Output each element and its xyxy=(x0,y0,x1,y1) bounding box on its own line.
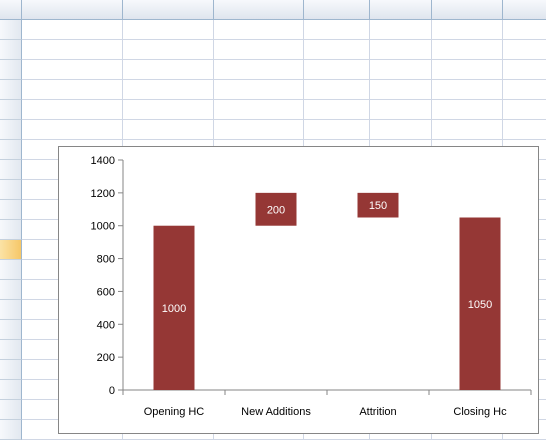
waterfall-chart[interactable]: 0 200 400 600 800 1000 1200 1400 Opening HC New A… xyxy=(58,146,539,434)
cell-a4[interactable] xyxy=(22,80,123,100)
bar-closing-hc xyxy=(459,217,501,390)
cell-b5[interactable] xyxy=(123,100,214,120)
column-header-c[interactable] xyxy=(214,0,304,20)
y-tick-label: 400 xyxy=(97,319,115,331)
cell-a5[interactable] xyxy=(22,100,123,120)
x-tick-label: Attrition xyxy=(359,406,396,418)
row-header-14[interactable] xyxy=(0,280,22,300)
cell-b4[interactable] xyxy=(123,80,214,100)
y-tick-label: 600 xyxy=(97,286,115,298)
cell-c5[interactable] xyxy=(214,100,304,120)
data-label: 1050 xyxy=(468,299,492,311)
cell-g1[interactable] xyxy=(503,20,546,40)
cell-a1[interactable] xyxy=(22,20,123,40)
data-label: 200 xyxy=(267,204,285,216)
row-header-7[interactable] xyxy=(0,140,22,160)
select-all-corner[interactable] xyxy=(0,0,22,20)
row-header-12[interactable] xyxy=(0,240,22,260)
row-header-6[interactable] xyxy=(0,120,22,140)
cell-e3[interactable] xyxy=(370,60,432,80)
column-header-g[interactable] xyxy=(503,0,546,20)
cell-c4[interactable] xyxy=(214,80,304,100)
cell-d2[interactable] xyxy=(304,40,370,60)
y-tick-label: 1000 xyxy=(91,221,115,233)
row-header-16[interactable] xyxy=(0,320,22,340)
cell-d6[interactable] xyxy=(304,120,370,140)
cell-g3[interactable] xyxy=(503,60,546,80)
cell-c1[interactable] xyxy=(214,20,304,40)
x-tick-label: Opening HC xyxy=(144,406,205,418)
column-header-b[interactable] xyxy=(123,0,214,20)
cell-d5[interactable] xyxy=(304,100,370,120)
cell-b3[interactable] xyxy=(123,60,214,80)
y-tick-label: 1400 xyxy=(91,155,115,167)
cell-b1[interactable] xyxy=(123,20,214,40)
cell-d3[interactable] xyxy=(304,60,370,80)
cell-g6[interactable] xyxy=(503,120,546,140)
cell-f5[interactable] xyxy=(432,100,503,120)
row-header-17[interactable] xyxy=(0,340,22,360)
cell-g2[interactable] xyxy=(503,40,546,60)
row-header-9[interactable] xyxy=(0,180,22,200)
column-header-f[interactable] xyxy=(432,0,503,20)
bar-opening-hc xyxy=(153,225,195,390)
row-header-2[interactable] xyxy=(0,40,22,60)
cell-d1[interactable] xyxy=(304,20,370,40)
chart-canvas: 0 200 400 600 800 1000 1200 1400 Opening HC New A… xyxy=(91,155,532,418)
row-header-1[interactable] xyxy=(0,20,22,40)
x-tick-label: Closing Hc xyxy=(453,406,507,418)
cell-b6[interactable] xyxy=(123,120,214,140)
column-header-d[interactable] xyxy=(304,0,370,20)
y-tick-label: 800 xyxy=(97,254,115,266)
y-tick-label: 0 xyxy=(109,385,115,397)
cell-a2[interactable] xyxy=(22,40,123,60)
row-header-4[interactable] xyxy=(0,80,22,100)
cell-a3[interactable] xyxy=(22,60,123,80)
row-header-5[interactable] xyxy=(0,100,22,120)
row-header-18[interactable] xyxy=(0,360,22,380)
row-header-10[interactable] xyxy=(0,200,22,220)
row-header-3[interactable] xyxy=(0,60,22,80)
cell-g4[interactable] xyxy=(503,80,546,100)
row-header-19[interactable] xyxy=(0,380,22,400)
y-tick-label: 1200 xyxy=(91,188,115,200)
cell-d4[interactable] xyxy=(304,80,370,100)
row-header-11[interactable] xyxy=(0,220,22,240)
bar-new-additions xyxy=(255,192,297,226)
cell-c6[interactable] xyxy=(214,120,304,140)
row-header-21[interactable] xyxy=(0,420,22,440)
cell-f4[interactable] xyxy=(432,80,503,100)
row-header-20[interactable] xyxy=(0,400,22,420)
cell-e1[interactable] xyxy=(370,20,432,40)
data-label: 150 xyxy=(369,200,387,212)
x-tick-label: New Additions xyxy=(241,406,311,418)
cell-b2[interactable] xyxy=(123,40,214,60)
y-tick-label: 200 xyxy=(97,352,115,364)
bar-attrition xyxy=(357,192,399,218)
cell-e6[interactable] xyxy=(370,120,432,140)
data-label: 1000 xyxy=(162,303,186,315)
cell-e4[interactable] xyxy=(370,80,432,100)
row-header-15[interactable] xyxy=(0,300,22,320)
cell-e2[interactable] xyxy=(370,40,432,60)
column-header-a[interactable] xyxy=(22,0,123,20)
cell-a6[interactable] xyxy=(22,120,123,140)
cell-f6[interactable] xyxy=(432,120,503,140)
cell-c3[interactable] xyxy=(214,60,304,80)
row-header-8[interactable] xyxy=(0,160,22,180)
row-header-13[interactable] xyxy=(0,260,22,280)
cell-c2[interactable] xyxy=(214,40,304,60)
column-header-e[interactable] xyxy=(370,0,432,20)
cell-f1[interactable] xyxy=(432,20,503,40)
cell-g5[interactable] xyxy=(503,100,546,120)
cell-f2[interactable] xyxy=(432,40,503,60)
cell-e5[interactable] xyxy=(370,100,432,120)
cell-f3[interactable] xyxy=(432,60,503,80)
